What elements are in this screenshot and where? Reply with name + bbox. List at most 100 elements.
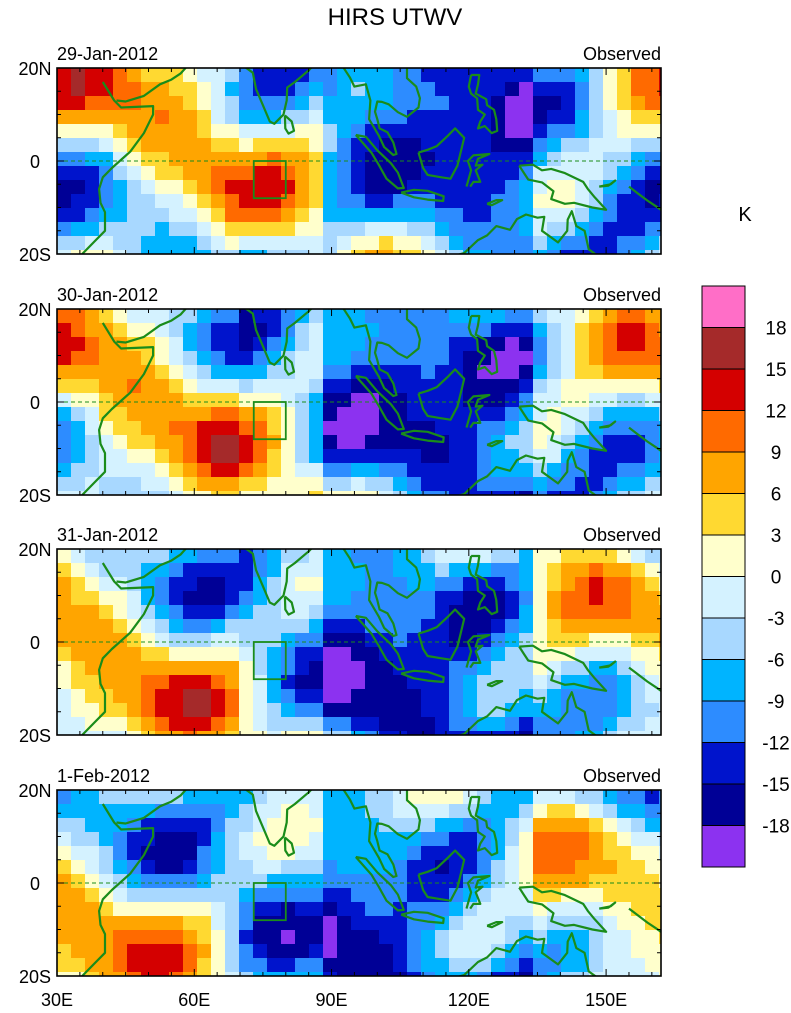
java-coastline (400, 669, 445, 684)
india-coastline (244, 68, 313, 125)
sri-lanka-coastline (283, 355, 296, 376)
australia-coastline (456, 691, 597, 735)
lon-label: 60E (178, 990, 210, 1010)
java-coastline (400, 910, 445, 925)
lat-label: 20N (18, 300, 51, 320)
map-panel: 20N 0 20S 1-Feb-2012 Observed (18, 766, 662, 987)
colorbar-tick-label: -9 (768, 692, 785, 713)
colorbar-tick-label: -15 (762, 775, 789, 796)
colorbar-tick-label: -12 (762, 734, 789, 755)
india-coastline (244, 790, 313, 847)
colorbar-swatch (701, 576, 746, 619)
colorbar-swatch (701, 493, 746, 536)
africa-coastline (81, 803, 155, 976)
colorbar-tick-label: 15 (765, 360, 786, 381)
colorbar-tick-label: 6 (771, 485, 782, 506)
colorbar-swatch (701, 783, 746, 826)
borneo-coastline (417, 608, 466, 661)
lon-label: 90E (316, 990, 348, 1010)
lat-label: 20S (19, 486, 51, 506)
colorbar-swatch (701, 285, 746, 328)
colorbar-swatch (701, 368, 746, 411)
colorbar-swatch (701, 825, 746, 868)
figure-title: HIRS UTWV (328, 4, 463, 31)
sri-lanka-coastline (283, 595, 296, 616)
indochina-coastline (342, 790, 421, 879)
arabia-coastline (116, 309, 188, 344)
sri-lanka-coastline (283, 836, 296, 857)
new-britain-coastline (598, 901, 617, 910)
colorbar-swatch (701, 327, 746, 370)
study-region-box (252, 401, 287, 441)
new-guinea-coastline (518, 163, 608, 211)
panel-label: Observed (583, 285, 661, 305)
map-panel: 20N 0 20S 30-Jan-2012 Observed (18, 285, 662, 506)
java-coastline (400, 188, 445, 203)
lat-label: 20S (19, 245, 51, 265)
sumatra-coastline (354, 374, 405, 431)
new-guinea-coastline (518, 644, 608, 692)
lon-label: 30E (41, 990, 73, 1010)
indochina-coastline (342, 309, 421, 398)
borneo-coastline (417, 127, 466, 180)
lat-label: 20N (18, 781, 51, 801)
contour-fill (57, 790, 661, 976)
africa-coastline (81, 81, 155, 254)
panel-label: Observed (583, 766, 661, 786)
sumatra-coastline (354, 855, 405, 912)
timor-coastline (486, 921, 504, 929)
panel-date: 30-Jan-2012 (57, 285, 158, 305)
colorbar-swatch (701, 617, 746, 660)
arabia-coastline (116, 549, 188, 584)
lat-label: 20S (19, 967, 51, 987)
philippines-coastline (467, 314, 499, 376)
new-britain-coastline (598, 179, 617, 188)
lat-label: 0 (30, 152, 40, 172)
colorbar-tick-label: -3 (768, 609, 785, 630)
lat-label: 20S (19, 726, 51, 746)
africa-coastline (81, 322, 155, 495)
sulawesi-coastline (465, 874, 491, 910)
study-region-box (252, 160, 287, 200)
panel-date: 31-Jan-2012 (57, 525, 158, 545)
new-britain-coastline (598, 420, 617, 429)
australia-coastline (456, 932, 597, 976)
lat-label: 20N (18, 540, 51, 560)
timor-coastline (486, 680, 504, 688)
contour-fill (57, 549, 661, 735)
indochina-coastline (342, 68, 421, 157)
lat-label: 0 (30, 633, 40, 653)
lat-label: 20N (18, 59, 51, 79)
colorbar-tick-label: -18 (762, 817, 789, 838)
lon-label: 150E (585, 990, 627, 1010)
colorbar-tick-label: 12 (765, 402, 786, 423)
colorbar-swatch (701, 659, 746, 702)
java-coastline (400, 429, 445, 444)
panel-label: Observed (583, 44, 661, 64)
lat-label: 0 (30, 874, 40, 894)
timor-coastline (486, 199, 504, 207)
colorbar-tick-label: -6 (768, 651, 785, 672)
sulawesi-coastline (465, 393, 491, 429)
study-region-box (252, 882, 287, 922)
colorbar-swatch (701, 700, 746, 743)
africa-coastline (81, 562, 155, 735)
panel-date: 29-Jan-2012 (57, 44, 158, 64)
philippines-coastline (467, 73, 499, 135)
australia-coastline (456, 210, 598, 254)
panel-label: Observed (583, 525, 661, 545)
colorbar-tick-label: 9 (771, 443, 782, 464)
sri-lanka-coastline (283, 114, 296, 135)
arabia-coastline (116, 68, 188, 103)
colorbar-swatch (701, 742, 746, 785)
borneo-coastline (417, 849, 466, 902)
new-britain-coastline (598, 660, 617, 669)
colorbar-tick-label: 0 (771, 568, 782, 589)
colorbar-tick-label: 18 (765, 319, 786, 340)
colorbar-swatch (701, 451, 746, 494)
panel-date: 1-Feb-2012 (57, 766, 150, 786)
map-panel: 20N 0 20S 29-Jan-2012 Observed (18, 44, 662, 265)
contour-fill (57, 309, 661, 495)
borneo-coastline (417, 368, 466, 421)
colorbar-tick-label: 3 (771, 526, 782, 547)
